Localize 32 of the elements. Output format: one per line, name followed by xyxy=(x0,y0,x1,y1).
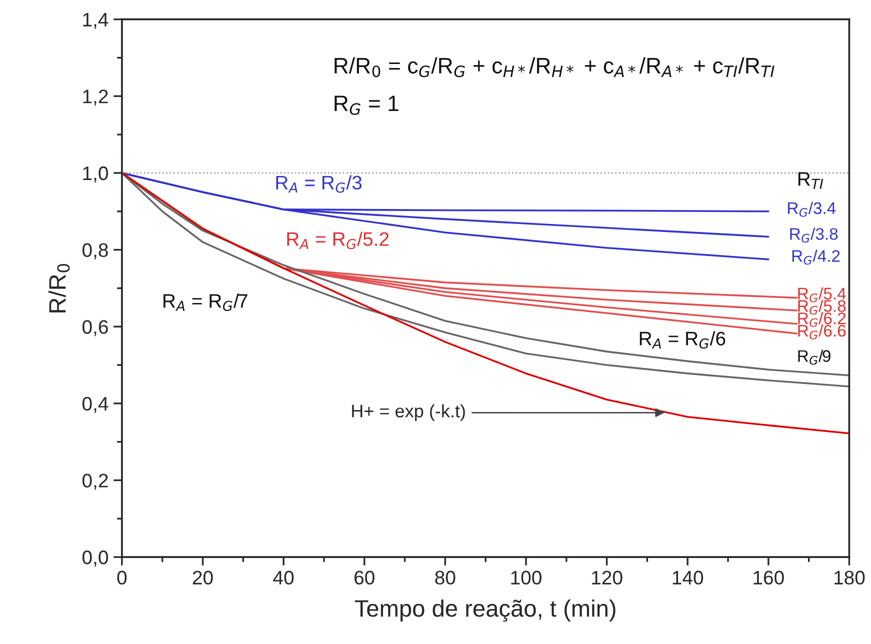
y-tick-label: 0,8 xyxy=(82,243,108,260)
y-tick-label: 0,0 xyxy=(82,550,108,567)
annotation: H+ = exp (-k.t) xyxy=(352,404,465,422)
annotation: R$_{G}$/3.4 xyxy=(788,202,836,217)
y-tick-label: 0,2 xyxy=(82,474,108,490)
x-tick-label: 60 xyxy=(354,570,374,585)
x-tick-label: 120 xyxy=(592,570,622,585)
x-tick-label: 100 xyxy=(511,570,542,585)
y-tick-label: 0,6 xyxy=(82,320,108,336)
text: R/R$_{0}$ = c$_{G}$/R$_{G}$ + c$_{H*}$/R$_{H*}$ + c$_{A*}$/R$_{A*}$ + c$_{TI}$/R$_{TI}$ xyxy=(334,57,774,78)
x-tick-label: 140 xyxy=(672,570,704,585)
y-tick-label: 1,0 xyxy=(83,166,108,182)
x-tick-label: 160 xyxy=(754,570,784,585)
x-tick-label: 40 xyxy=(273,570,294,585)
annotation: R$_{A}$ = R$_{G}$/5.2 xyxy=(287,232,389,250)
x-tick-label: 180 xyxy=(834,570,865,585)
annotation: R$_{G}$/9 xyxy=(798,350,830,365)
annotation: R$_{A}$ = R$_{G}$/6 xyxy=(640,331,726,349)
x-tick-label: 80 xyxy=(435,570,456,585)
x-tick-label: 20 xyxy=(192,570,213,585)
y-tick-label: 1,2 xyxy=(83,90,108,106)
annotation: R$_{G}$/4.2 xyxy=(792,250,840,265)
annotation: R$_{G}$/3.8 xyxy=(790,228,838,243)
annotation: R$_{G}$ = 1 xyxy=(334,96,398,115)
y-tick-label: 0,4 xyxy=(82,396,108,413)
y-axis-title: R/R$_{0}$ xyxy=(48,264,70,312)
y-tick-label: 1,4 xyxy=(83,12,108,29)
annotation: R$_{A}$ = R$_{G}$/3 xyxy=(276,175,362,193)
x-tick-label: 0 xyxy=(117,570,127,585)
annotation: R$_{TI}$ xyxy=(798,172,824,189)
annotation: R$_{A}$ = R$_{G}$/7 xyxy=(164,294,248,312)
x-axis-title: Tempo de reação, t (min) xyxy=(354,599,616,622)
